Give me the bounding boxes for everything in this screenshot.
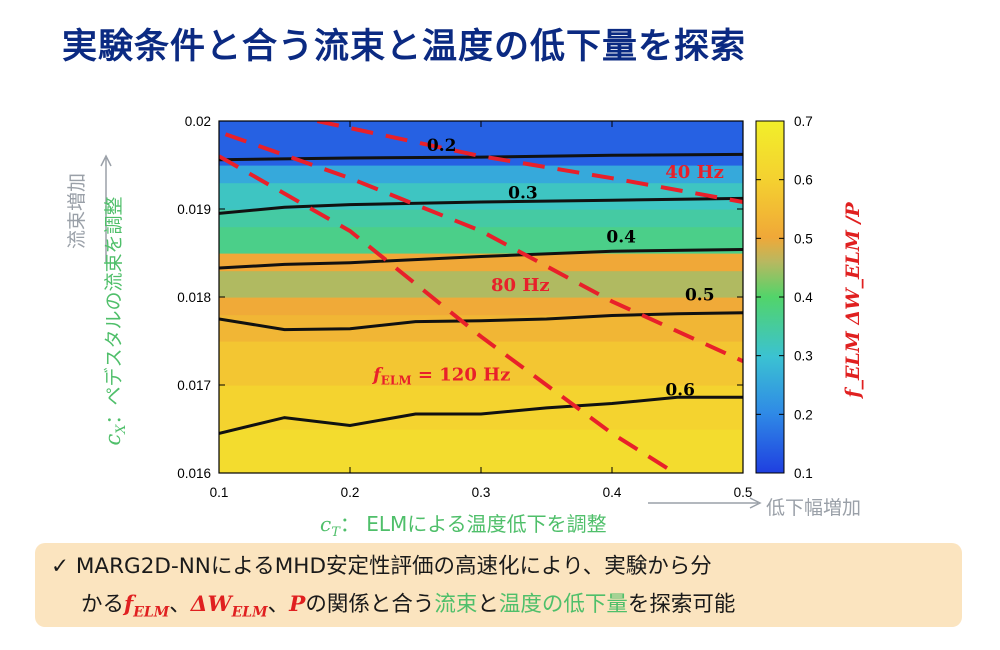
colorbar-title: f_ELM ΔW_ELM /P [842,202,864,398]
dw-elm-symbol: ΔWELM [190,592,268,621]
contour-label: 0.4 [606,227,636,247]
frequency-lines [219,121,743,473]
contour-line [219,248,743,270]
colorbar-tick-label: 0.5 [794,231,813,246]
contour-label: 0.2 [427,136,457,156]
contour-line [219,311,743,332]
x-tick-label: 0.2 [341,485,360,500]
temp-drop-highlight: 温度の低下量 [498,592,628,617]
x-side-label: 低下幅増加 [766,497,862,519]
frequency-label: 80 Hz [491,275,550,296]
x-tick-label: 0.4 [603,485,622,500]
y-tick-label: 0.02 [185,114,211,129]
slide-title: 実験条件と合う流束と温度の低下量を探索 [62,27,747,67]
summary-note: ✓ MARG2D-NNによるMHD安定性評価の高速化により、実験から分 かるfE… [35,543,962,627]
contour-label: 0.5 [685,286,715,306]
colorbar-tick-label: 0.4 [794,290,813,305]
y-tick-label: 0.016 [177,466,211,481]
colorbar-tick-label: 0.3 [794,349,813,364]
note-line-1: ✓ MARG2D-NNによるMHD安定性評価の高速化により、実験から分 [51,554,712,579]
y-side-arrowhead [100,154,112,167]
x-tick-label: 0.1 [210,485,229,500]
heatmap-band [219,209,743,228]
frequency-line [316,121,743,204]
colorbar-tick-label: 0.1 [794,466,813,481]
f-elm-symbol: fELM [124,592,170,621]
frequency-line [224,132,743,364]
heatmap-band [219,226,743,254]
heatmap-band [219,270,743,298]
colorbar-ticks: 0.1 0.2 0.3 0.4 0.5 0.6 0.7 [756,114,813,481]
heatmap-band [219,385,743,430]
frequency-label: 40 Hz [665,162,724,183]
x-side-arrowhead [749,497,762,509]
contour-lines [219,152,743,435]
contour-label: 0.6 [665,381,695,401]
p-symbol: P [289,592,306,617]
y-axis-label: cX：ペデスタルの流束を調整 [101,196,130,446]
contour-line [219,395,743,435]
heatmap-band [219,253,743,272]
colorbar-tick-label: 0.7 [794,114,813,129]
y-side-label: 流束増加 [66,173,88,250]
heatmap-band [219,429,743,473]
contour-line [219,152,743,162]
x-axis-ticks: 0.1 0.2 0.3 0.4 0.5 [210,121,753,500]
x-axis-label: cT： ELMによる温度低下を調整 [320,512,607,540]
y-tick-label: 0.019 [177,202,211,217]
y-tick-label: 0.017 [177,378,211,393]
colorbar-tick-label: 0.2 [794,407,813,422]
contour-line [219,196,743,215]
note-line-2: かるfELM、ΔWELM、Pの関係と合う流束と温度の低下量を探索可能 [81,592,736,621]
y-axis-ticks: 0.016 0.017 0.018 0.019 0.02 [177,114,743,481]
contour-label: 0.3 [508,183,538,203]
y-tick-label: 0.018 [177,290,211,305]
flux-highlight: 流束 [434,592,478,617]
frequency-label: fELM = 120 Hz [371,365,510,388]
line-labels: 0.2 0.3 0.4 0.5 0.6 40 Hz 80 Hz fELM = 120 Hz [371,136,724,401]
heatmap-band [219,341,743,386]
x-tick-label: 0.3 [472,485,491,500]
x-tick-label: 0.5 [734,485,753,500]
frequency-line [219,154,676,473]
colorbar-tick-label: 0.6 [794,173,813,188]
check-icon: ✓ [51,554,70,579]
heatmap-band [219,297,743,316]
